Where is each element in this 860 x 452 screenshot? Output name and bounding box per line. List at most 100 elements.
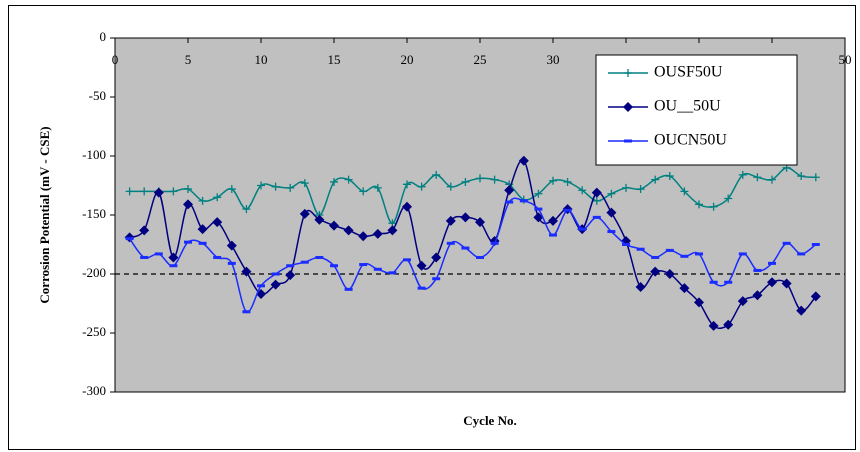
point-marker [635,281,646,292]
point-marker [811,243,820,246]
point-marker [549,233,557,237]
point-marker [184,240,192,244]
point-marker [724,194,733,203]
point-marker [797,172,806,181]
point-marker [475,217,485,228]
point-marker [402,201,412,212]
point-marker [198,241,207,245]
point-marker [724,280,733,284]
y-tick-label: -150 [82,206,106,221]
point-marker [664,269,675,279]
point-marker [403,258,411,262]
point-marker [227,261,236,265]
point-marker [183,199,193,210]
point-marker [359,263,368,267]
point-marker [168,252,179,263]
point-marker [592,196,601,205]
point-marker [373,267,382,271]
y-tick-label: -250 [82,324,106,339]
point-marker [607,189,616,198]
point-marker [738,252,747,256]
point-marker [695,200,703,209]
point-marker [796,305,807,316]
point-marker [679,283,690,294]
x-axis-title: Cycle No. [463,413,516,428]
point-marker [125,237,134,241]
point-marker [782,241,791,245]
point-marker [431,252,442,263]
point-marker [768,261,776,265]
point-marker [329,220,339,231]
point-marker [549,176,557,185]
point-marker [169,264,178,268]
x-tick-label: 10 [255,52,268,67]
point-marker [299,208,310,219]
point-marker [737,296,748,307]
point-marker [680,187,689,196]
point-marker [767,277,777,288]
point-marker [460,212,471,223]
y-tick-label: -50 [89,88,106,103]
point-marker [286,264,295,268]
point-marker [694,297,704,308]
point-marker [709,280,718,284]
point-marker [169,187,178,196]
point-marker [753,268,762,272]
point-marker [140,255,149,259]
point-marker [330,177,338,186]
point-marker [651,255,660,259]
point-marker [752,290,763,301]
point-marker [505,200,514,204]
point-marker [125,187,134,196]
x-tick-label: 50 [839,52,852,67]
point-marker [372,228,383,239]
point-marker [624,139,632,143]
x-tick-label: 25 [474,52,487,67]
point-marker [226,240,237,251]
point-marker [286,183,295,192]
point-marker [140,187,149,196]
y-tick-label: -100 [82,147,106,162]
point-marker [197,224,208,235]
x-tick-label: 5 [185,52,192,67]
legend-label: OUCN50U [654,132,727,149]
point-marker [461,246,470,250]
point-marker [343,225,354,236]
point-marker [810,291,821,302]
point-marker [623,102,633,112]
point-marker [344,287,353,291]
point-marker [636,247,645,251]
point-marker [445,215,456,226]
point-marker [534,189,543,198]
point-marker [534,207,543,211]
point-marker [476,255,484,259]
point-marker [650,266,661,277]
point-marker [242,310,251,314]
point-marker [651,175,660,184]
point-marker [578,186,587,195]
point-marker [504,185,515,196]
point-marker [548,215,558,226]
x-tick-label: 0 [112,52,119,67]
point-marker [417,286,426,290]
x-tick-label: 30 [547,52,560,67]
point-marker [518,155,529,166]
point-marker [154,252,163,256]
point-marker [490,175,499,184]
point-marker [242,205,251,214]
point-marker [797,252,806,256]
point-marker [213,255,222,259]
point-marker [271,182,280,191]
point-marker [330,264,338,268]
point-marker [257,284,265,288]
point-marker [373,183,382,192]
legend-label: OU__50U [654,98,721,115]
point-marker [563,208,572,212]
point-marker [607,230,616,234]
y-tick-label: 0 [100,29,107,44]
point-marker [622,243,630,246]
point-marker [563,177,572,186]
series-line [128,197,817,313]
point-marker [753,173,762,182]
